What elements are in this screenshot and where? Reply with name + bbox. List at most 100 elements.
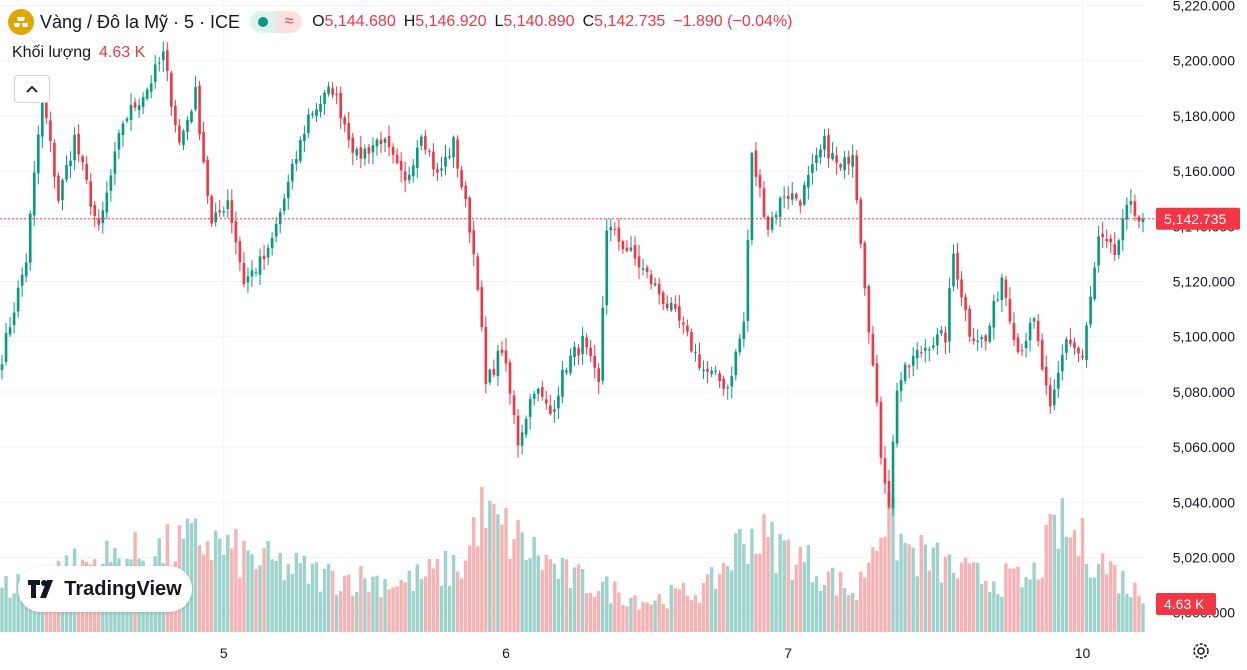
volume-bar [496, 514, 500, 632]
open-value: O5,144.680 [312, 13, 396, 31]
candle-body [1113, 244, 1117, 255]
volume-bar [665, 608, 669, 632]
y-tick-label: 5,040.000 [1173, 494, 1235, 510]
candle-body [24, 262, 28, 277]
tradingview-logo[interactable]: TradingView [18, 566, 192, 612]
wave-indicator[interactable]: ≈ [276, 11, 303, 33]
candle-body [1057, 372, 1060, 389]
time-axis[interactable]: 5 6 7 10 [220, 645, 1091, 661]
candle-body [875, 363, 879, 403]
candle-body [432, 151, 435, 170]
volume-bar [407, 570, 411, 632]
y-tick-label: 5,080.000 [1173, 384, 1235, 400]
candle-body [843, 157, 846, 170]
candle-body [32, 172, 36, 216]
volume-bar [411, 591, 415, 632]
volume-legend[interactable]: Khối lượng 4.63 K [12, 44, 145, 62]
candle-body [476, 256, 480, 290]
volume-bar [451, 554, 456, 632]
candle-body [673, 304, 677, 309]
candle-body [996, 299, 1000, 301]
volume-bar [629, 597, 633, 632]
volume-bar [391, 587, 395, 632]
volume-bar [645, 602, 649, 632]
candle-body [742, 321, 746, 339]
candle-body [823, 135, 826, 150]
volume-bar [556, 578, 561, 632]
candle-body [266, 247, 270, 258]
volume-bar [633, 595, 637, 632]
candle-body [1004, 279, 1008, 298]
candle-body [250, 270, 254, 277]
candle-body [653, 283, 657, 286]
price-axis[interactable]: 5,220.0005,200.0005,180.0005,160.0005,14… [1173, 0, 1235, 621]
candle-body [295, 159, 298, 164]
candle-body [319, 103, 322, 112]
candle-body [190, 111, 193, 123]
candle-body [988, 325, 992, 342]
current-volume-badge [1156, 593, 1216, 615]
candle-body [694, 351, 697, 353]
candle-body [456, 139, 459, 169]
candle-body [101, 210, 105, 224]
volume-bar [238, 577, 242, 632]
candle-body [923, 347, 927, 351]
volume-bar [935, 542, 940, 632]
candle-body [811, 164, 814, 173]
volume-bar [770, 521, 774, 632]
low-label: L [494, 13, 504, 30]
candle-body [565, 370, 568, 373]
candle-body [827, 135, 830, 159]
open-label: O [312, 13, 325, 30]
volume-bar [439, 585, 444, 632]
candle-body [174, 105, 177, 126]
symbol-title[interactable]: Vàng / Đô la Mỹ · 5 · ICE [40, 11, 241, 32]
candle-body [69, 160, 72, 167]
settings-gear-icon[interactable] [1190, 640, 1212, 662]
collapse-legend-button[interactable] [14, 75, 50, 103]
volume-bar [734, 533, 738, 632]
candle-body [581, 335, 584, 355]
status-pills[interactable]: ≈ [250, 11, 303, 33]
candle-body [508, 362, 512, 394]
volume-bar [1092, 577, 1097, 632]
candle-body [355, 149, 359, 156]
volume-bar [641, 602, 645, 632]
candle-body [649, 274, 653, 285]
volume-bar [592, 596, 597, 632]
volume-bar [222, 555, 226, 632]
candle-body [698, 354, 701, 369]
candle-body [504, 350, 508, 364]
volume-bar [330, 570, 335, 632]
volume-bar [16, 574, 20, 632]
candle-body [182, 130, 185, 145]
volume-bar [1044, 524, 1048, 632]
candle-body [226, 200, 230, 210]
volume-bar [218, 538, 222, 632]
candle-body [210, 196, 213, 224]
candle-body [932, 345, 935, 348]
candle-body [569, 355, 572, 373]
volume-bar [871, 547, 875, 632]
candle-body [270, 237, 274, 249]
x-tick-label: 6 [502, 645, 510, 661]
volume-bar [649, 604, 653, 632]
market-open-indicator[interactable] [250, 11, 277, 33]
candle-body [61, 180, 64, 201]
candle-body [166, 50, 169, 72]
volume-bar [568, 588, 573, 632]
candle-body [1024, 341, 1028, 349]
volume-bar [351, 595, 355, 632]
volume-bar [1012, 568, 1016, 632]
volume-bar [754, 553, 758, 632]
candle-body [1081, 355, 1084, 358]
candle-body [706, 368, 709, 372]
volume-bar [455, 571, 460, 632]
candle-body [113, 151, 117, 174]
candle-body [311, 113, 314, 116]
candle-body [690, 332, 693, 352]
candle-body [121, 123, 125, 135]
volume-bar [762, 514, 766, 632]
volume-bar [387, 589, 391, 632]
